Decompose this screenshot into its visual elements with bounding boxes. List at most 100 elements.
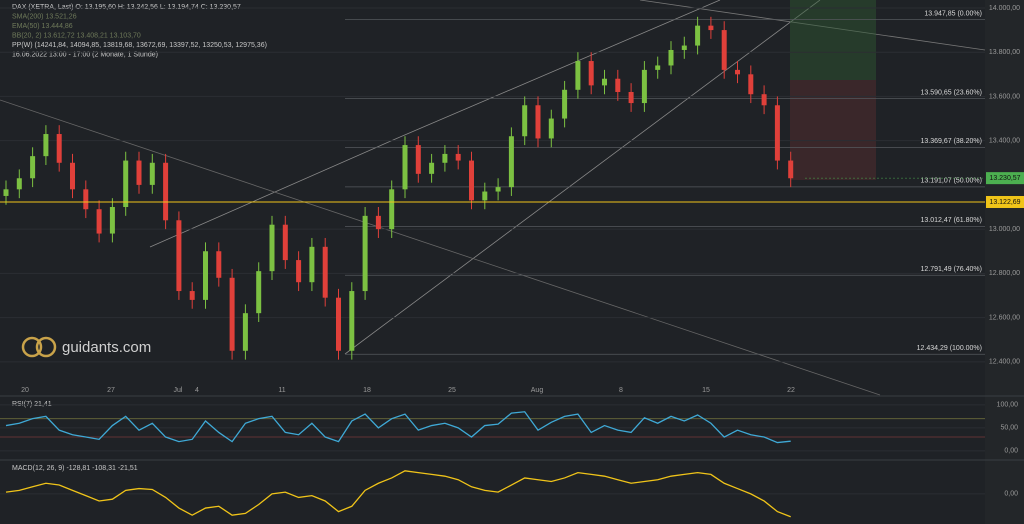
trend-line <box>0 99 881 396</box>
candle-body <box>774 105 780 161</box>
x-tick-label: Aug <box>531 387 544 394</box>
candle-body <box>3 189 9 196</box>
target-zone <box>790 0 876 80</box>
trend-line <box>344 0 821 355</box>
candle-body <box>163 162 169 221</box>
trend-line <box>399 0 721 138</box>
candle-body <box>189 291 195 300</box>
fib-label: 13.947,85 (0.00%) <box>924 10 982 17</box>
candle-body <box>256 271 262 314</box>
candle-body <box>16 178 22 190</box>
indicator-title: MACD(12, 26, 9) -128,81 -108,31 -21,51 <box>12 465 138 472</box>
price-badge-label: 13.230,57 <box>989 175 1020 182</box>
candle-body <box>282 224 288 261</box>
candle-body <box>708 25 714 31</box>
candle-body <box>522 105 528 137</box>
x-tick-label: Jul <box>174 387 183 394</box>
candle-body <box>349 291 355 351</box>
candle-body <box>322 246 328 298</box>
candle-body <box>495 187 501 192</box>
header-line: 16.06.2022 13:00 - 17:00 (2 Monate, 1 St… <box>12 51 158 58</box>
price-badge <box>986 172 1024 185</box>
x-tick-label: 22 <box>787 387 795 394</box>
header-line: DAX (XETRA, Last) O: 13.195,60 H: 13.242… <box>12 4 241 11</box>
candle-body <box>482 191 488 201</box>
y-tick-label: 100,00 <box>997 402 1019 409</box>
candle-body <box>242 313 248 351</box>
candle-body <box>96 209 102 234</box>
candle-body <box>149 162 155 185</box>
candle-body <box>748 74 754 95</box>
candle-body <box>681 45 687 50</box>
candle-body <box>176 220 182 292</box>
indicator-title: RSI(7) 21,41 <box>12 401 52 408</box>
fib-label: 13.191,07 (50.00%) <box>921 178 983 185</box>
y-tick-label: 12.800,00 <box>989 270 1020 277</box>
candle-body <box>43 134 49 157</box>
candle-body <box>375 215 381 230</box>
candle-body <box>641 69 647 104</box>
logo: guidants.com <box>21 336 151 358</box>
x-tick-label: 25 <box>448 387 456 394</box>
y-tick-label: 14.000,00 <box>989 5 1020 12</box>
candle-body <box>735 69 740 75</box>
y-tick-label: 12.400,00 <box>989 359 1020 366</box>
indicator-line <box>5 411 791 444</box>
price-badge <box>986 195 1024 208</box>
x-tick-label: 18 <box>363 387 371 394</box>
candle-body <box>575 61 581 90</box>
candle-body <box>269 224 275 272</box>
y-tick-label: 0,00 <box>1004 448 1018 455</box>
candle-body <box>109 207 115 234</box>
candle-body <box>562 89 568 119</box>
candle-body <box>56 134 62 163</box>
x-tick-label: 8 <box>619 387 623 394</box>
candle-body <box>655 65 661 70</box>
y-tick-label: 0,00 <box>1004 491 1018 498</box>
header-line: PP(W) (14241,84, 14094,85, 13819,68, 136… <box>12 42 267 49</box>
x-tick-label: 20 <box>21 387 29 394</box>
y-tick-label: 13.600,00 <box>989 93 1020 100</box>
candle-body <box>628 92 634 104</box>
candle-body <box>296 260 302 283</box>
stop-zone <box>790 80 876 180</box>
fib-label: 13.590,65 (23.60%) <box>921 89 983 96</box>
candle-body <box>70 162 75 190</box>
candle-body <box>336 297 341 351</box>
logo-text: guidants.com <box>62 339 151 356</box>
candle-body <box>548 118 554 139</box>
axis-area <box>985 0 1024 524</box>
header-line: BB(20, 2) 13.612,72 13.408,21 13.103,70 <box>12 32 141 39</box>
candle-body <box>362 215 368 292</box>
candle-body <box>429 162 435 174</box>
candle-body <box>588 61 594 86</box>
x-tick-label: 4 <box>195 387 199 394</box>
y-tick-label: 12.600,00 <box>989 314 1020 321</box>
candle-body <box>788 160 794 179</box>
y-tick-label: 13.800,00 <box>989 49 1020 56</box>
candle-body <box>442 153 448 163</box>
candle-body <box>721 30 727 70</box>
candle-body <box>469 160 474 201</box>
candle-body <box>508 136 514 188</box>
candle-body <box>695 25 701 46</box>
candle-body <box>30 156 36 179</box>
logo-mark <box>35 336 57 358</box>
candle-body <box>309 246 315 283</box>
fib-label: 13.012,47 (61.80%) <box>921 217 983 224</box>
logo-mark <box>21 336 43 358</box>
header-line: SMA(200) 13.521,26 <box>12 13 77 20</box>
y-tick-label: 13.000,00 <box>989 226 1020 233</box>
candle-body <box>535 105 541 139</box>
fib-label: 12.434,29 (100.00%) <box>917 345 982 352</box>
fib-label: 12.791,49 (76.40%) <box>921 266 983 273</box>
candle-body <box>229 277 235 351</box>
x-tick-label: 27 <box>107 387 115 394</box>
candle-body <box>216 251 222 278</box>
candle-body <box>761 94 767 106</box>
candle-body <box>668 49 674 66</box>
candle-body <box>602 78 607 86</box>
x-tick-label: 15 <box>702 387 710 394</box>
